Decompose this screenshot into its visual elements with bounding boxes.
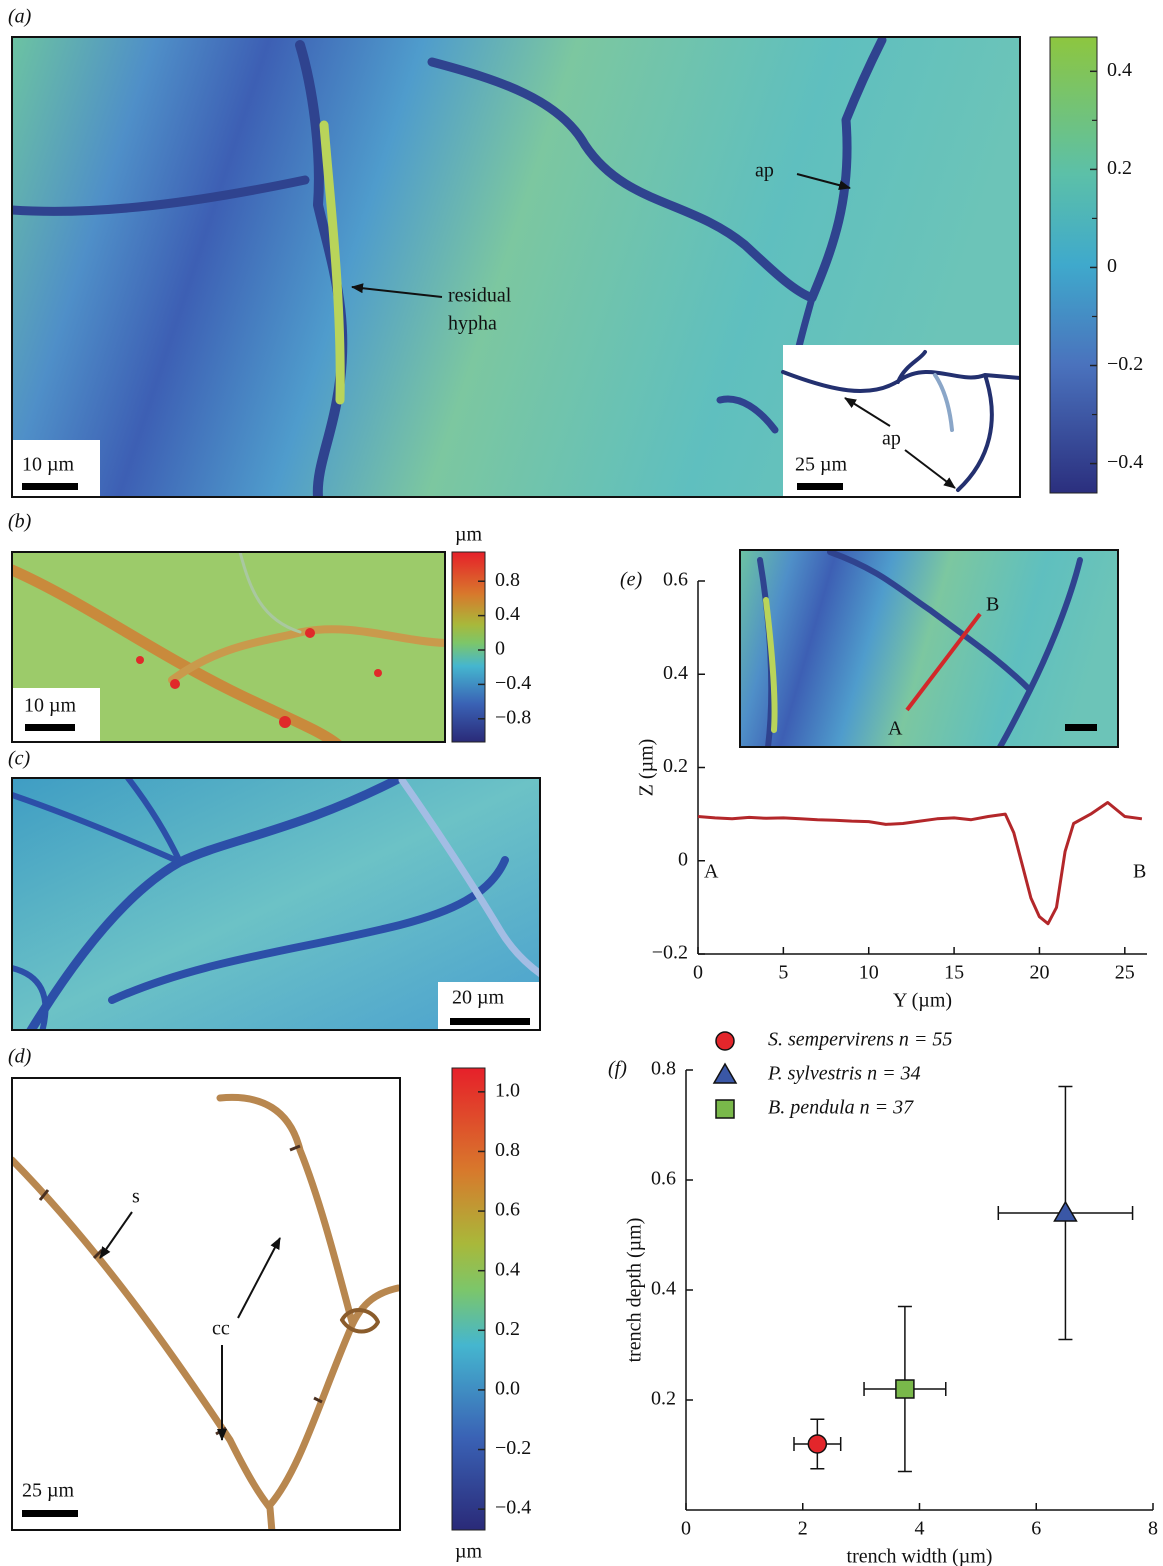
annotation: hypha: [448, 313, 497, 335]
panel-label: (c): [8, 748, 31, 770]
arrow: [844, 397, 891, 427]
y-axis-title: trench depth (µm): [624, 1218, 646, 1363]
y-tick-label: 0.4: [663, 662, 688, 684]
colorbar: [451, 1067, 486, 1531]
annotation: cc: [212, 1318, 230, 1340]
colorbar-tick-label: 0.6: [495, 1199, 520, 1221]
inset-label: B: [986, 594, 999, 616]
legend-label: B. pendula n = 37: [768, 1097, 914, 1119]
arrow: [796, 173, 851, 191]
colorbar-tick-label: 0.4: [495, 1258, 520, 1280]
x-tick-label: 0: [693, 962, 703, 984]
colorbar-tick-label: −0.8: [495, 706, 531, 728]
x-tick-label: 8: [1148, 1518, 1158, 1540]
colorbar-tick-label: 0.8: [495, 1139, 520, 1161]
scale-bar-label: 25 µm: [795, 454, 848, 476]
y-tick-label: 0.2: [651, 1388, 676, 1410]
line-series: [697, 801, 1143, 926]
legend-marker: [712, 1062, 738, 1084]
inset-image-e: [740, 550, 1118, 747]
marker: [807, 1434, 828, 1454]
y-tick-label: 0.8: [651, 1058, 676, 1080]
x-tick-label: 0: [681, 1518, 691, 1540]
panel-label: (f): [608, 1058, 627, 1080]
annotation: ap: [755, 160, 774, 182]
annotation: ap: [882, 428, 901, 450]
profile-label: A: [704, 861, 719, 883]
colorbar-tick-label: 0.8: [495, 569, 520, 591]
x-axis-title: Y (µm): [893, 990, 952, 1012]
colorbar: [1049, 36, 1098, 494]
legend-marker: [715, 1031, 735, 1051]
marker: [1053, 1200, 1078, 1222]
x-tick-label: 5: [778, 962, 788, 984]
profile-label: B: [1133, 861, 1146, 883]
colorbar-tick-label: 0.0: [495, 1378, 520, 1400]
x-tick-label: 6: [1031, 1518, 1041, 1540]
legend-marker: [715, 1099, 735, 1119]
colorbar: [451, 551, 486, 743]
legend-label: S. sempervirens n = 55: [768, 1029, 952, 1051]
y-tick-label: 0.4: [651, 1278, 676, 1300]
colorbar-unit: µm: [455, 1541, 483, 1563]
scale-bar-label: 20 µm: [452, 987, 505, 1009]
colorbar-tick-label: −0.4: [1107, 451, 1143, 473]
colorbar-tick-label: 0.4: [495, 603, 520, 625]
colorbar-tick-label: −0.2: [495, 1437, 531, 1459]
annotation: residual: [448, 285, 512, 307]
panel-label: (d): [8, 1046, 32, 1068]
colorbar-tick-label: 0.4: [1107, 59, 1132, 81]
x-tick-label: 25: [1115, 962, 1135, 984]
image-b: [12, 552, 445, 742]
arrow: [351, 283, 443, 298]
x-tick-label: 20: [1029, 962, 1049, 984]
y-tick-label: 0.2: [663, 755, 688, 777]
y-tick-label: 0.6: [663, 569, 688, 591]
marker: [895, 1379, 915, 1399]
inset-label: A: [888, 718, 903, 740]
colorbar-tick-label: 1.0: [495, 1079, 520, 1101]
colorbar-tick-label: 0: [1107, 255, 1117, 277]
colorbar-tick-label: 0.2: [1107, 157, 1132, 179]
annotation: s: [132, 1186, 140, 1208]
x-tick-label: 2: [798, 1518, 808, 1540]
colorbar-tick-label: −0.4: [495, 672, 531, 694]
y-axis-title: Z (µm): [636, 739, 658, 797]
image-d: [12, 1078, 400, 1530]
y-tick-label: 0.6: [651, 1168, 676, 1190]
colorbar-unit: µm: [455, 524, 483, 546]
x-axis-title: trench width (µm): [847, 1546, 993, 1566]
colorbar-tick-label: −0.4: [495, 1497, 531, 1519]
colorbar-tick-label: 0: [495, 638, 505, 660]
colorbar-tick-label: −0.2: [1107, 353, 1143, 375]
arrow: [904, 449, 956, 489]
scale-bar-label: 10 µm: [24, 695, 77, 717]
legend-label: P. sylvestris n = 34: [767, 1063, 921, 1085]
panel-label: (b): [8, 511, 32, 533]
y-tick-label: 0: [678, 848, 688, 870]
scale-bar-label: 10 µm: [22, 454, 75, 476]
panel-label: (e): [620, 569, 643, 591]
x-tick-label: 4: [915, 1518, 925, 1540]
arrow: [237, 1237, 281, 1319]
arrow: [99, 1211, 133, 1259]
x-tick-label: 10: [859, 962, 879, 984]
scale-bar-label: 25 µm: [22, 1480, 75, 1502]
colorbar-tick-label: 0.2: [495, 1318, 520, 1340]
image-a: [12, 37, 1020, 497]
x-tick-label: 15: [944, 962, 964, 984]
y-tick-label: −0.2: [652, 942, 688, 964]
panel-label: (a): [8, 6, 32, 28]
image-c: [12, 778, 540, 1030]
